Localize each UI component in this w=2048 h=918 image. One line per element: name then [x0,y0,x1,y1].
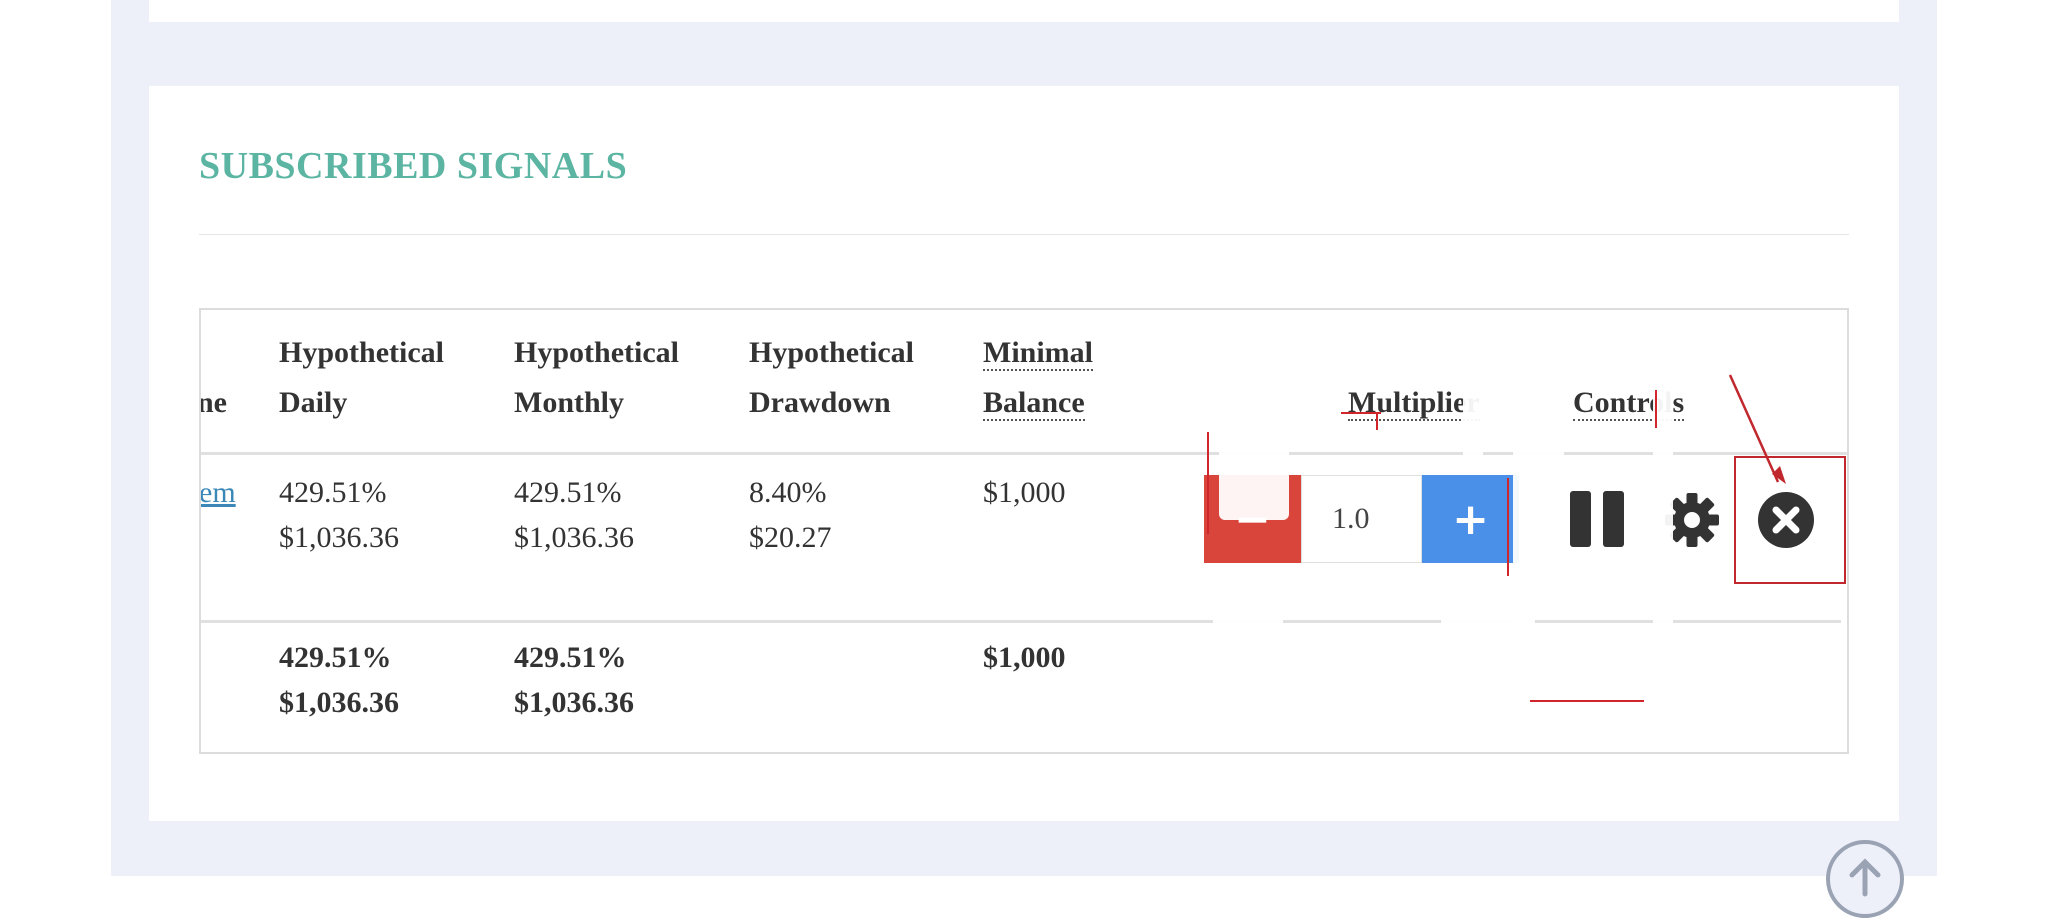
overlay-scratch-3 [1213,565,1283,752]
header-drawdown-line1: Hypothetical [749,336,914,369]
signals-table: ne Hypothetical Daily Hypothetical Month… [199,308,1849,754]
row-daily-percent: 429.51% [279,476,387,509]
row-min-balance: $1,000 [983,476,1066,509]
settings-button[interactable] [1662,490,1722,550]
pause-button[interactable] [1568,490,1626,548]
overlay-scratch-2 [1291,360,1346,420]
red-mark-1 [1207,432,1209,534]
multiplier-tooltip-trigger[interactable]: Multiplier [1348,386,1480,421]
gear-icon [1665,493,1719,547]
header-min-balance-line1[interactable]: Minimal [983,330,1093,375]
table-row-name[interactable]: em [199,470,236,515]
row-monthly-amount: $1,036.36 [514,521,634,554]
header-drawdown-line2: Drawdown [749,386,891,419]
min-balance-tooltip-trigger[interactable]: Minimal [983,336,1093,371]
subscribed-signals-card: SUBSCRIBED SIGNALS ne Hypothetical Daily… [149,86,1899,821]
header-divider [201,452,1847,455]
section-title: SUBSCRIBED SIGNALS [199,145,628,187]
row-divider [201,620,1841,623]
header-monthly-line1: Hypothetical [514,336,679,369]
arrow-up-circle-icon [1849,858,1881,897]
signal-name-link[interactable]: em [199,476,236,509]
increase-multiplier-button[interactable]: + [1422,475,1519,563]
overlay-scratch-4 [1306,565,1391,615]
multiplier-input[interactable] [1301,475,1422,563]
min-balance-tooltip-trigger-2[interactable]: Balance [983,386,1085,421]
close-circle-icon [1758,492,1814,548]
header-multiplier[interactable]: Multiplier [1348,380,1480,425]
row-daily-amount: $1,036.36 [279,521,399,554]
pause-icon [1570,491,1624,547]
total-daily-amount: $1,036.36 [279,686,399,719]
row-monthly-percent: 429.51% [514,476,622,509]
header-min-balance-line2[interactable]: Balance [983,380,1085,425]
overlay-scratch-5 [1463,310,1483,475]
total-daily-percent: 429.51% [279,641,392,674]
total-monthly-amount: $1,036.36 [514,686,634,719]
red-mark-5 [1655,390,1657,428]
header-name-fragment: ne [199,386,227,419]
red-mark-2 [1341,412,1381,414]
total-min-balance: $1,000 [983,641,1066,674]
row-drawdown-amount: $20.27 [749,521,832,554]
title-divider [199,234,1849,235]
red-mark-3 [1376,412,1378,430]
annotation-arrow [1728,374,1786,484]
overlay-scratch-9 [1653,370,1673,750]
red-mark-6 [1530,700,1644,702]
overlay-scratch-7 [1513,360,1535,752]
overlay-scratch-1 [1219,310,1289,520]
previous-card [149,0,1899,22]
header-monthly-line2: Monthly [514,386,625,419]
scroll-to-top-button[interactable] [1826,840,1904,918]
remove-signal-button[interactable] [1756,490,1816,550]
red-mark-4 [1507,478,1509,576]
overlay-scratch-6 [1441,565,1526,752]
total-monthly-percent: 429.51% [514,641,627,674]
overlay-scratch-8 [1534,360,1564,480]
header-daily-line2: Daily [279,386,348,419]
row-drawdown-percent: 8.40% [749,476,827,509]
header-daily-line1: Hypothetical [279,336,444,369]
